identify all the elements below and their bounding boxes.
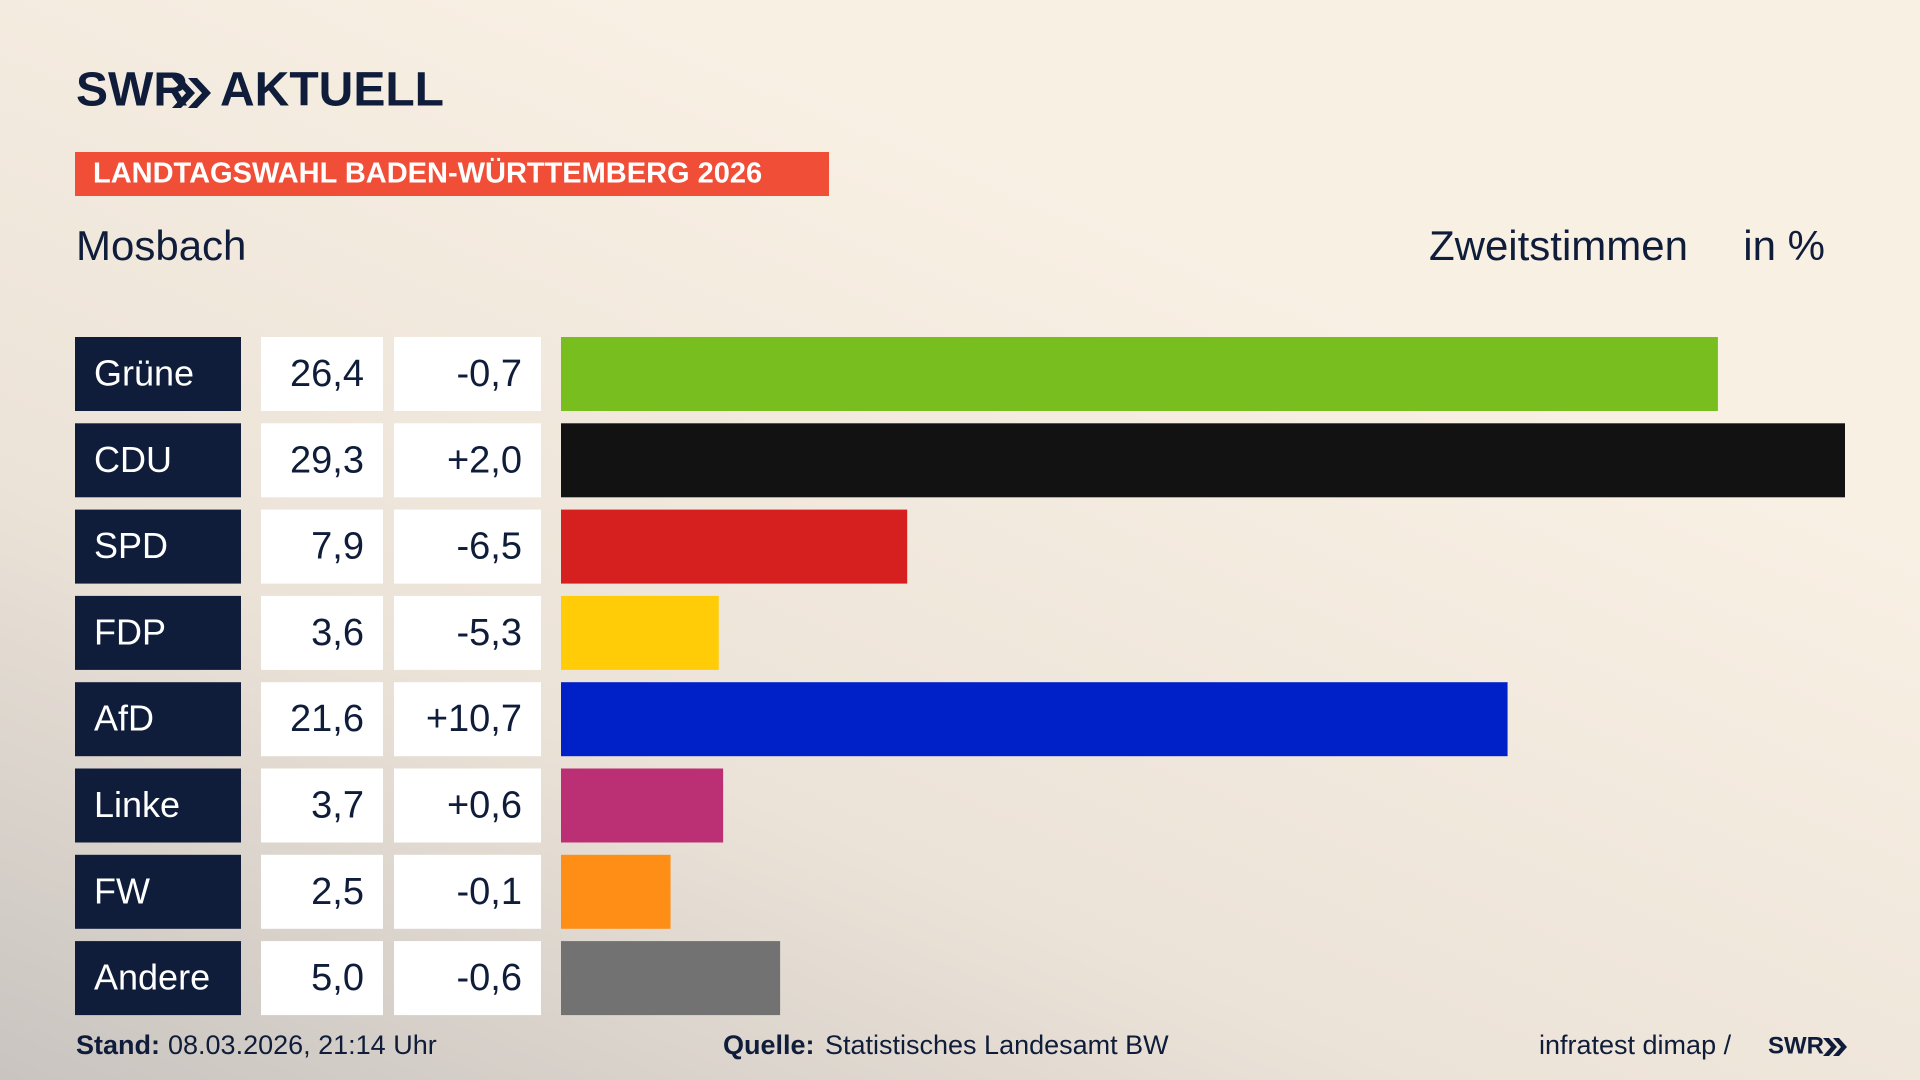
bar bbox=[561, 768, 724, 843]
change-label: -0,6 bbox=[457, 957, 522, 999]
change-label: +2,0 bbox=[447, 439, 522, 481]
party-label: AfD bbox=[94, 698, 154, 739]
value-cell bbox=[261, 854, 383, 929]
party-cell bbox=[75, 768, 241, 843]
party-label: FW bbox=[94, 870, 150, 911]
value-label: 5,0 bbox=[311, 957, 364, 999]
value-cell bbox=[261, 423, 383, 498]
change-cell bbox=[394, 854, 541, 929]
change-cell bbox=[394, 941, 541, 1016]
value-label: 26,4 bbox=[290, 353, 364, 395]
change-cell bbox=[394, 768, 541, 843]
party-cell bbox=[75, 337, 241, 411]
change-cell bbox=[394, 423, 541, 498]
change-label: -0,7 bbox=[457, 353, 522, 395]
bar bbox=[561, 682, 1508, 757]
source: Statistisches Landesamt BW bbox=[825, 1030, 1169, 1060]
party-cell bbox=[75, 941, 241, 1016]
value-label: 2,5 bbox=[311, 871, 364, 913]
party-label: Linke bbox=[94, 784, 180, 825]
value-cell bbox=[261, 509, 383, 584]
bar bbox=[561, 854, 671, 929]
party-cell bbox=[75, 423, 241, 498]
unit: in % bbox=[1743, 222, 1825, 269]
source-label: Quelle: bbox=[723, 1030, 815, 1060]
party-cell bbox=[75, 682, 241, 757]
stand: 08.03.2026, 21:14 Uhr bbox=[168, 1030, 437, 1060]
change-label: +0,6 bbox=[447, 785, 522, 827]
party-label: Grüne bbox=[94, 353, 194, 394]
change-label: +10,7 bbox=[426, 698, 522, 740]
party-label: SPD bbox=[94, 525, 168, 566]
bar bbox=[561, 509, 908, 584]
change-cell bbox=[394, 337, 541, 411]
party-cell bbox=[75, 595, 241, 670]
chart-title: Mosbach bbox=[76, 222, 246, 269]
stand-label: Stand: bbox=[76, 1030, 160, 1060]
party-label: FDP bbox=[94, 611, 166, 652]
value-label: 21,6 bbox=[290, 698, 364, 740]
value-label: 3,7 bbox=[311, 785, 364, 827]
banner: LANDTAGSWAHL BADEN-WÜRTTEMBERG 2026 bbox=[93, 157, 762, 190]
party-cell bbox=[75, 854, 241, 929]
credit: infratest dimap / bbox=[1539, 1030, 1732, 1060]
value-cell bbox=[261, 337, 383, 411]
value-label: 7,9 bbox=[311, 526, 364, 568]
value-cell bbox=[261, 595, 383, 670]
credit-chevrons bbox=[1823, 1038, 1847, 1056]
value-label: 3,6 bbox=[311, 612, 364, 654]
brand-suffix: AKTUELL bbox=[220, 64, 444, 117]
change-label: -0,1 bbox=[457, 871, 522, 913]
brand: SWR bbox=[76, 64, 188, 117]
credit-brand: SWR bbox=[1768, 1032, 1824, 1059]
party-label: Andere bbox=[94, 957, 210, 998]
subtitle: Zweitstimmen bbox=[1429, 222, 1688, 269]
value-cell bbox=[261, 768, 383, 843]
value-cell bbox=[261, 682, 383, 757]
change-label: -6,5 bbox=[457, 526, 522, 568]
party-cell bbox=[75, 509, 241, 584]
bar bbox=[561, 337, 1718, 411]
party-label: CDU bbox=[94, 439, 172, 480]
bar bbox=[561, 595, 719, 670]
bar bbox=[561, 941, 781, 1016]
value-label: 29,3 bbox=[290, 439, 364, 481]
change-cell bbox=[394, 509, 541, 584]
brand-chevrons bbox=[172, 78, 211, 108]
banner-box bbox=[75, 152, 829, 196]
bar bbox=[561, 423, 1845, 498]
change-cell bbox=[394, 595, 541, 670]
value-cell bbox=[261, 941, 383, 1016]
change-label: -5,3 bbox=[457, 612, 522, 654]
change-cell bbox=[394, 682, 541, 757]
